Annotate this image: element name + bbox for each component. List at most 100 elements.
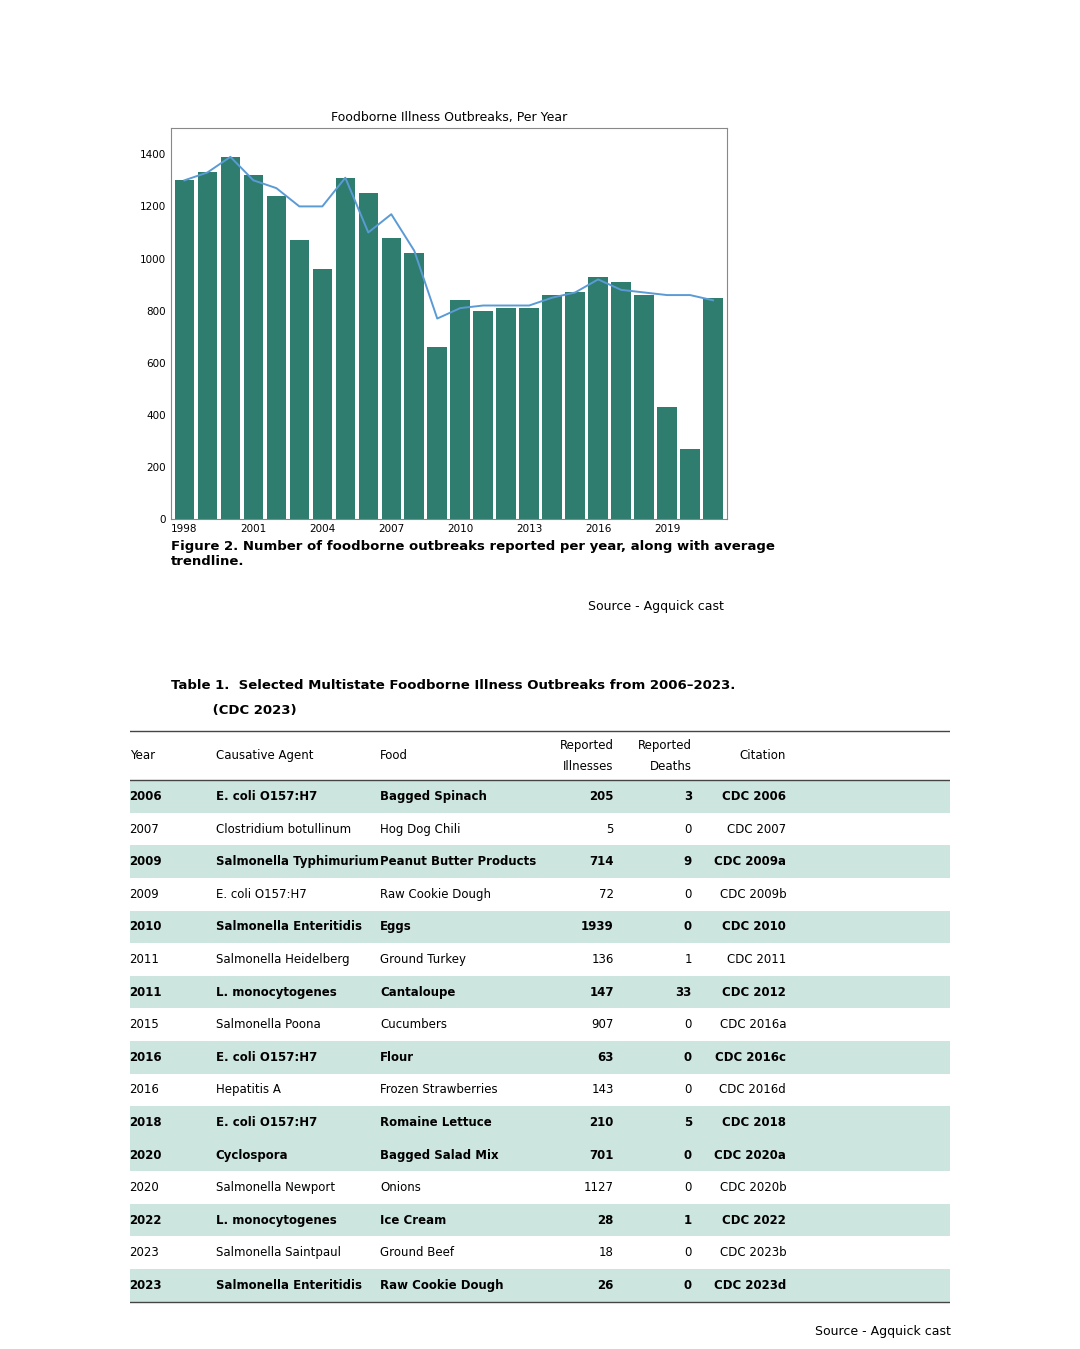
Text: 2016: 2016	[130, 1051, 162, 1064]
Text: Salmonella Newport: Salmonella Newport	[216, 1182, 335, 1194]
Text: E. coli O157:H7: E. coli O157:H7	[216, 791, 318, 803]
Bar	[130, 975, 950, 1008]
Bar	[680, 449, 700, 519]
Text: 0: 0	[685, 1083, 692, 1097]
Text: CDC 2020b: CDC 2020b	[719, 1182, 786, 1194]
Text: Flour: Flour	[380, 1051, 414, 1064]
Text: Hepatitis A: Hepatitis A	[216, 1083, 281, 1097]
Text: Cantaloupe: Cantaloupe	[380, 986, 456, 998]
Bar	[336, 178, 355, 519]
Bar	[428, 347, 447, 519]
Bar	[130, 846, 950, 878]
Text: Source - Agquick cast: Source - Agquick cast	[814, 1325, 950, 1338]
Text: CDC 2022: CDC 2022	[723, 1214, 786, 1226]
Text: Reported: Reported	[559, 738, 613, 751]
Text: Salmonella Heidelberg: Salmonella Heidelberg	[216, 952, 350, 966]
Text: Deaths: Deaths	[650, 759, 692, 773]
Text: Romaine Lettuce: Romaine Lettuce	[380, 1116, 491, 1129]
Text: 2018: 2018	[130, 1116, 162, 1129]
Bar	[130, 780, 950, 813]
Text: Clostridium botullinum: Clostridium botullinum	[216, 823, 351, 835]
Text: 3: 3	[684, 791, 692, 803]
Text: 2022: 2022	[130, 1214, 162, 1226]
Bar	[381, 237, 401, 519]
Text: 2011: 2011	[130, 952, 160, 966]
Text: 63: 63	[597, 1051, 613, 1064]
Text: 143: 143	[592, 1083, 613, 1097]
Text: 2009: 2009	[130, 888, 160, 901]
Text: Table 1.  Selected Multistate Foodborne Illness Outbreaks from 2006–2023.: Table 1. Selected Multistate Foodborne I…	[171, 679, 735, 692]
Text: 2023: 2023	[130, 1246, 160, 1259]
Text: CDC 2009b: CDC 2009b	[719, 888, 786, 901]
Bar	[289, 240, 309, 519]
Text: CDC 2018: CDC 2018	[723, 1116, 786, 1129]
Text: 1127: 1127	[584, 1182, 613, 1194]
Text: 2006: 2006	[130, 791, 162, 803]
Bar	[703, 298, 723, 519]
Text: Source - Agquick cast: Source - Agquick cast	[588, 600, 724, 614]
Text: L. monocytogenes: L. monocytogenes	[216, 986, 337, 998]
Bar	[312, 268, 332, 519]
Text: Year: Year	[130, 749, 154, 762]
Text: CDC 2016c: CDC 2016c	[715, 1051, 786, 1064]
Bar	[130, 1139, 950, 1171]
Text: 33: 33	[676, 986, 692, 998]
Bar	[359, 193, 378, 519]
Text: Salmonella Poona: Salmonella Poona	[216, 1018, 321, 1031]
Text: (CDC 2023): (CDC 2023)	[171, 704, 296, 718]
Text: Illnesses: Illnesses	[564, 759, 613, 773]
Text: 26: 26	[597, 1279, 613, 1292]
Text: 1: 1	[684, 1214, 692, 1226]
Text: Cucumbers: Cucumbers	[380, 1018, 447, 1031]
Text: 147: 147	[590, 986, 613, 998]
Bar	[244, 175, 264, 519]
Text: E. coli O157:H7: E. coli O157:H7	[216, 1051, 318, 1064]
Title: Foodborne Illness Outbreaks, Per Year: Foodborne Illness Outbreaks, Per Year	[330, 111, 567, 124]
Text: Salmonella Enteritidis: Salmonella Enteritidis	[216, 920, 362, 934]
Text: 2015: 2015	[130, 1018, 160, 1031]
Bar	[130, 1203, 950, 1237]
Text: CDC 2011: CDC 2011	[727, 952, 786, 966]
Text: Salmonella Saintpaul: Salmonella Saintpaul	[216, 1246, 341, 1259]
Text: Salmonella Typhimurium: Salmonella Typhimurium	[216, 855, 379, 869]
Text: 1939: 1939	[581, 920, 613, 934]
Text: 5: 5	[607, 823, 613, 835]
Text: Causative Agent: Causative Agent	[216, 749, 313, 762]
Bar	[634, 295, 653, 519]
Text: Ground Beef: Ground Beef	[380, 1246, 454, 1259]
Bar	[589, 277, 608, 519]
Text: 2007: 2007	[130, 823, 160, 835]
Text: 0: 0	[685, 1018, 692, 1031]
Text: CDC 2023b: CDC 2023b	[719, 1246, 786, 1259]
Text: Frozen Strawberries: Frozen Strawberries	[380, 1083, 498, 1097]
Text: 9: 9	[684, 855, 692, 869]
Text: 2011: 2011	[130, 986, 162, 998]
Bar	[175, 181, 194, 519]
Text: Raw Cookie Dough: Raw Cookie Dough	[380, 1279, 503, 1292]
Text: Ice Cream: Ice Cream	[380, 1214, 446, 1226]
Text: 2023: 2023	[130, 1279, 162, 1292]
Text: 18: 18	[599, 1246, 613, 1259]
Bar	[130, 911, 950, 943]
Text: Eggs: Eggs	[380, 920, 411, 934]
Text: Reported: Reported	[638, 738, 692, 751]
Text: CDC 2020a: CDC 2020a	[714, 1148, 786, 1161]
Text: Food: Food	[380, 749, 408, 762]
Text: 28: 28	[597, 1214, 613, 1226]
Bar	[497, 308, 516, 519]
Bar	[267, 196, 286, 519]
Text: 2020: 2020	[130, 1182, 160, 1194]
Bar	[198, 173, 217, 519]
Text: 205: 205	[590, 791, 613, 803]
Text: CDC 2016d: CDC 2016d	[719, 1083, 786, 1097]
Text: L. monocytogenes: L. monocytogenes	[216, 1214, 337, 1226]
Text: CDC 2006: CDC 2006	[723, 791, 786, 803]
Text: CDC 2010: CDC 2010	[723, 920, 786, 934]
Text: 72: 72	[599, 888, 613, 901]
Text: 136: 136	[592, 952, 613, 966]
Text: 0: 0	[684, 920, 692, 934]
Text: Citation: Citation	[740, 749, 786, 762]
Bar	[473, 310, 492, 519]
Text: Cyclospora: Cyclospora	[216, 1148, 288, 1161]
Bar	[130, 1041, 950, 1074]
